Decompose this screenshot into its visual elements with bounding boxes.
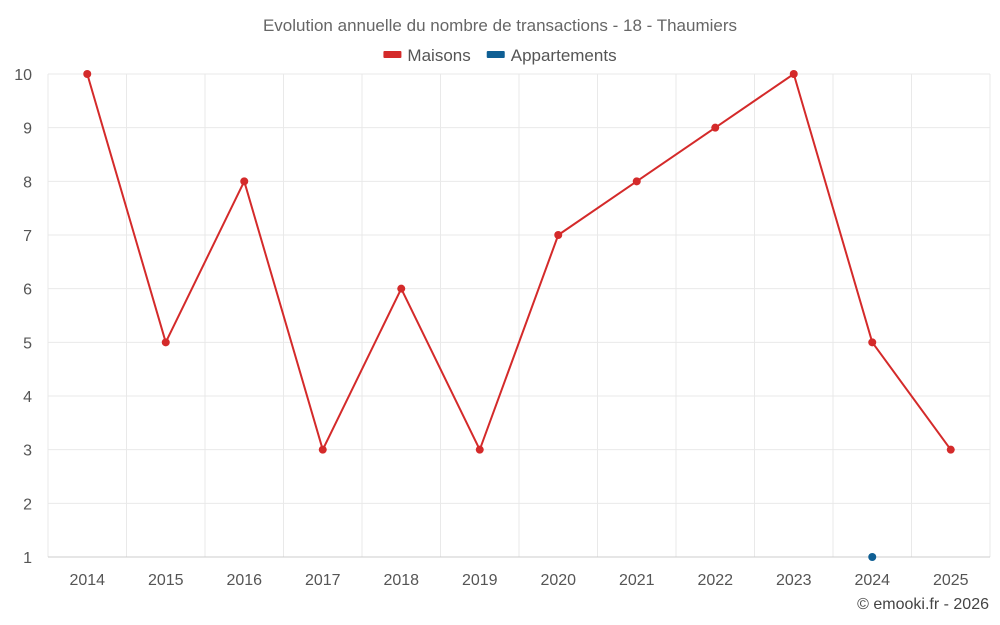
data-point[interactable] xyxy=(318,445,327,454)
y-tick-label: 8 xyxy=(23,174,32,191)
x-tick-label: 2019 xyxy=(462,572,498,589)
y-axis-ticks: 1 2 3 4 5 6 7 8 9 10 xyxy=(14,67,32,567)
legend-item-maisons[interactable]: Maisons xyxy=(383,46,471,65)
data-point[interactable] xyxy=(161,338,170,347)
data-point[interactable] xyxy=(946,445,955,454)
x-tick-label: 2024 xyxy=(854,572,890,589)
data-point[interactable] xyxy=(240,177,249,186)
legend-item-appartements[interactable]: Appartements xyxy=(486,46,617,65)
y-tick-label: 2 xyxy=(23,496,32,513)
x-gridlines xyxy=(47,74,991,557)
x-tick-label: 2022 xyxy=(697,572,733,589)
legend: Maisons Appartements xyxy=(383,46,617,65)
legend-label: Appartements xyxy=(511,46,617,65)
credit-text: © emooki.fr - 2026 xyxy=(857,596,989,613)
series-layer xyxy=(83,70,955,561)
x-tick-label: 2023 xyxy=(776,572,812,589)
data-point[interactable] xyxy=(83,70,92,78)
x-tick-label: 2025 xyxy=(933,572,969,589)
y-tick-label: 5 xyxy=(23,335,32,352)
chart-title: Evolution annuelle du nombre de transact… xyxy=(263,16,737,35)
series-line xyxy=(86,73,952,451)
y-tick-label: 4 xyxy=(23,389,32,406)
data-point[interactable] xyxy=(554,231,563,239)
data-point[interactable] xyxy=(475,445,484,454)
series-appartements xyxy=(868,553,877,561)
data-point[interactable] xyxy=(789,70,798,78)
x-tick-label: 2016 xyxy=(226,572,262,589)
y-tick-label: 6 xyxy=(23,282,32,299)
x-tick-label: 2017 xyxy=(305,572,341,589)
data-point[interactable] xyxy=(868,553,877,561)
x-tick-label: 2020 xyxy=(540,572,576,589)
x-tick-label: 2018 xyxy=(383,572,419,589)
legend-swatch xyxy=(383,51,402,58)
x-tick-label: 2021 xyxy=(619,572,655,589)
data-point[interactable] xyxy=(711,123,720,132)
x-tick-label: 2014 xyxy=(69,572,105,589)
legend-swatch xyxy=(486,51,505,58)
data-point[interactable] xyxy=(397,284,406,293)
y-tick-label: 9 xyxy=(23,121,32,138)
y-tick-label: 3 xyxy=(23,443,32,460)
data-point[interactable] xyxy=(868,338,877,347)
data-point[interactable] xyxy=(632,177,641,186)
y-tick-label: 10 xyxy=(14,67,32,84)
y-tick-label: 1 xyxy=(23,550,32,567)
x-tick-label: 2015 xyxy=(148,572,184,589)
legend-label: Maisons xyxy=(407,46,470,65)
x-axis-ticks: 2014 2015 2016 2017 2018 2019 2020 2021 2022 2023… xyxy=(69,572,968,589)
series-maisons xyxy=(83,70,955,454)
y-tick-label: 7 xyxy=(23,228,32,245)
